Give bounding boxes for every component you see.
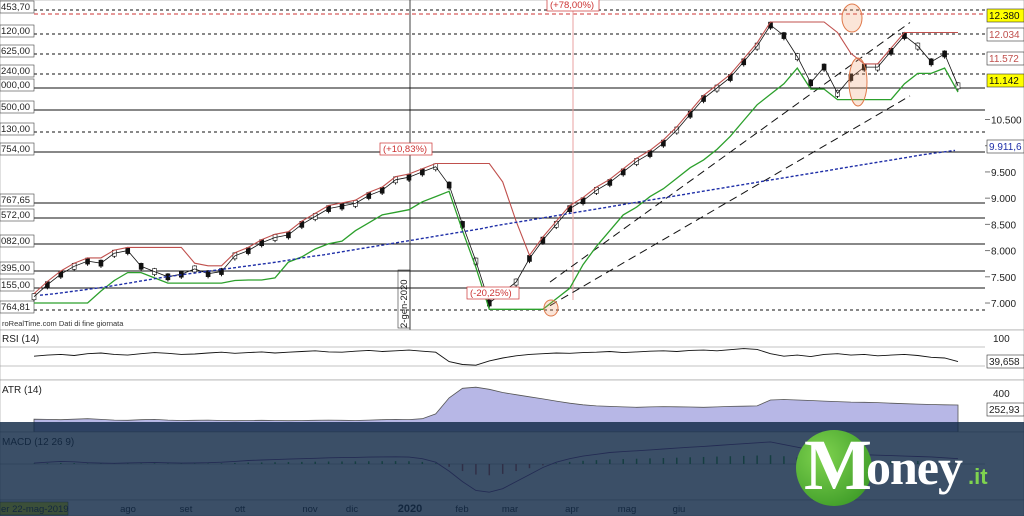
rsi-tick-label: 100 (993, 334, 1010, 345)
price-panel-frame (0, 0, 1024, 331)
level-label: 120,00 (1, 26, 30, 37)
price-badge (986, 51, 1024, 66)
level-label: 767,65 (1, 195, 30, 206)
price-badge-label: 11.572 (989, 54, 1019, 65)
annotation-box (546, 0, 600, 12)
price-badge (986, 139, 1024, 154)
y-tick-label: 9.500 (991, 168, 1016, 179)
channel-line (549, 95, 911, 307)
level-label-box (0, 142, 35, 156)
rsi-panel: RSI (14) 100 39,658 (0, 329, 1024, 381)
level-label: 155,00 (1, 280, 30, 291)
date-marker-box (397, 269, 411, 329)
level-label-box (0, 122, 35, 136)
level-label: 395,00 (1, 263, 30, 274)
atr-tick-label: 400 (993, 389, 1010, 400)
atr-title: ATR (14) (2, 385, 42, 396)
y-tick-label: 8.000 (991, 247, 1016, 258)
level-label-box (0, 24, 35, 38)
level-label-box (0, 300, 35, 314)
y-tick-label: 7.500 (991, 273, 1016, 284)
price-badge (986, 8, 1024, 23)
level-label: 764,81 (1, 302, 30, 313)
low-highlight (543, 299, 559, 317)
atr-last-value: 252,93 (989, 405, 1020, 416)
candle-body (31, 293, 37, 301)
annotation-label: (+78,00%) (550, 0, 594, 11)
level-label: 754,00 (1, 144, 30, 155)
level-label: 453,70 (1, 2, 30, 13)
atr-area (33, 386, 959, 433)
y-tick-label: 10.500 (991, 115, 1022, 126)
level-label: 240,00 (1, 66, 30, 77)
logo-circle-icon (796, 430, 872, 506)
rsi-value-badge (986, 354, 1024, 369)
level-label: 000,00 (1, 80, 30, 91)
date-marker-label: 2-gen-2020 (399, 279, 410, 328)
level-label-box (0, 78, 35, 92)
annotation-label: (+10,83%) (383, 144, 427, 155)
annotation-box (466, 286, 520, 300)
level-label-box (0, 234, 35, 248)
y-tick-label: 8.500 (991, 220, 1016, 231)
price-panel: 453,70 120,00 625,00 240,00 000,00 500,00 130,… (0, 0, 1024, 331)
price-badge-label: 11.142 (989, 76, 1019, 87)
channel-line (549, 22, 911, 283)
candle-body (955, 82, 961, 90)
rsi-last-value: 39,658 (989, 357, 1020, 368)
level-label-box (0, 44, 35, 58)
y-tick-label: 7.000 (991, 299, 1016, 310)
price-badge (986, 73, 1024, 88)
logo-suffix: .it (968, 464, 988, 489)
money-logo: M oney .it (796, 425, 1006, 510)
y-tick-label: 9.000 (991, 194, 1016, 205)
level-label: 625,00 (1, 46, 30, 57)
rsi-title: RSI (14) (2, 334, 39, 345)
price-badge-label: 12.380 (989, 11, 1020, 22)
green-stop-line (34, 67, 959, 310)
level-label-box (0, 100, 35, 114)
level-label-box (0, 0, 35, 14)
logo-wordmark: oney (866, 439, 963, 495)
annotation-box (379, 142, 433, 156)
level-label-box (0, 261, 35, 275)
peak-highlight (841, 3, 863, 33)
moving-average-line (39, 149, 956, 296)
price-badge-label: 9.911,6 (989, 142, 1022, 153)
price-badge-label: 12.034 (989, 30, 1020, 41)
dip-highlight (848, 57, 868, 107)
level-label-box (0, 64, 35, 78)
level-label-box (0, 278, 35, 292)
rsi-line (33, 348, 959, 366)
red-stop-line (33, 21, 958, 295)
level-label-box (0, 193, 35, 207)
level-label: 130,00 (1, 124, 30, 135)
price-badge (986, 27, 1024, 42)
annotation-label: (-20,25%) (470, 288, 512, 299)
level-label: 572,00 (1, 210, 30, 221)
level-label: 082,00 (1, 236, 30, 247)
source-note: roRealTime.com Dati di fine giornata (2, 319, 124, 328)
level-label-box (0, 208, 35, 222)
atr-value-badge (986, 402, 1024, 417)
level-label: 500,00 (1, 102, 30, 113)
